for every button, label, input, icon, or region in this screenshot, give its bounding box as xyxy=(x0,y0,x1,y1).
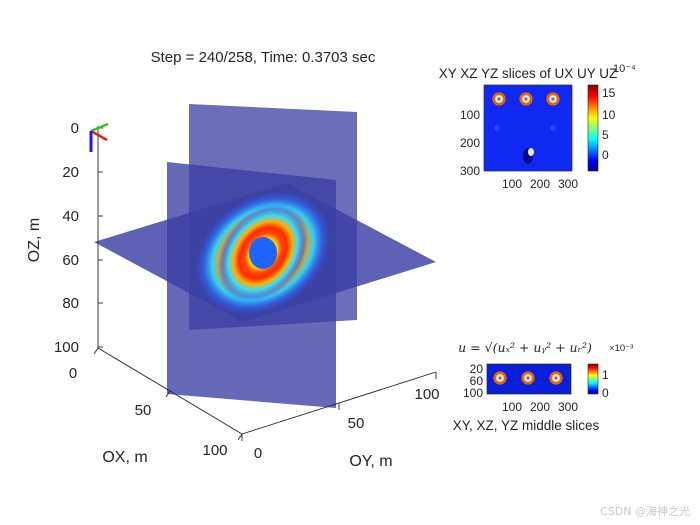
bottom-right-x-tick: 200 xyxy=(530,400,550,414)
x-tick-label: 100 xyxy=(202,442,227,459)
bottom-right-panel: u = √(uₓ² + uᵧ² + uᵣ²) ×10⁻³ 20 60 100 1… xyxy=(453,340,634,433)
orientation-triad xyxy=(89,122,109,152)
hotspot xyxy=(519,92,533,106)
bottom-right-exponent: ×10⁻³ xyxy=(609,343,633,354)
z-tick-label: 60 xyxy=(62,252,79,269)
top-right-x-tick: 300 xyxy=(558,177,578,191)
y-tick-labels: 0 50 100 xyxy=(254,386,440,462)
bottom-right-y-tick: 100 xyxy=(463,386,483,400)
y-tick-label: 50 xyxy=(348,415,365,432)
z-tick-label: 40 xyxy=(62,208,79,225)
top-right-colorbar-exponent: 10⁻⁴ xyxy=(613,63,636,75)
z-tick-label: 0 xyxy=(71,120,79,137)
watermark: CSDN @海神之光 xyxy=(600,504,690,518)
top-right-colorbar xyxy=(587,84,599,172)
hotspot xyxy=(546,92,560,106)
x-axis-label: OX, m xyxy=(102,449,147,466)
x-tick-label: 50 xyxy=(135,402,152,419)
main-title: Step = 240/258, Time: 0.3703 sec xyxy=(151,49,376,66)
bottom-right-x-tick: 100 xyxy=(502,400,522,414)
top-right-colorbar-tick: 10 xyxy=(602,108,616,122)
z-tick-label: 80 xyxy=(62,295,79,312)
bottom-right-colorbar-tick: 1 xyxy=(602,368,609,382)
top-right-y-tick: 300 xyxy=(460,164,480,178)
y-tick-label: 0 xyxy=(254,445,262,462)
hotspot xyxy=(549,371,563,385)
hotspot xyxy=(493,371,507,385)
axes-3d xyxy=(93,126,437,441)
hotspot xyxy=(521,371,535,385)
top-right-title: XY XZ YZ slices of UX UY UZ xyxy=(439,66,618,81)
y-tick-label: 100 xyxy=(414,386,439,403)
bottom-right-y-tick: 60 xyxy=(470,374,484,388)
bottom-right-colorbar xyxy=(587,363,599,395)
slice-planes xyxy=(94,104,436,408)
z-axis-label: OZ, m xyxy=(26,218,43,262)
bottom-right-colorbar-tick: 0 xyxy=(602,386,609,400)
top-right-colorbar-tick: 15 xyxy=(602,86,616,100)
z-tick-label: 20 xyxy=(62,164,79,181)
top-right-x-tick: 200 xyxy=(530,177,550,191)
top-right-panel: XY XZ YZ slices of UX UY UZ 100 200 300 … xyxy=(439,63,636,191)
top-right-x-tick: 100 xyxy=(502,177,522,191)
bottom-right-xlabel: XY, XZ, YZ middle slices xyxy=(453,418,600,433)
top-right-y-tick: 200 xyxy=(460,136,480,150)
y-axis-label: OY, m xyxy=(349,453,392,470)
x-tick-label: 0 xyxy=(69,365,77,382)
top-right-y-tick: 100 xyxy=(460,108,480,122)
wave-field-core xyxy=(249,237,277,269)
z-tick-label: 100 xyxy=(54,339,79,356)
bottom-right-y-tick: 20 xyxy=(470,362,484,376)
top-right-colorbar-tick: 0 xyxy=(602,148,609,162)
x-tick-labels: 0 50 100 xyxy=(69,365,228,459)
top-right-colorbar-tick: 5 xyxy=(602,128,609,142)
z-tick-labels: 0 20 40 60 80 100 xyxy=(54,120,79,356)
bottom-right-x-tick: 300 xyxy=(558,400,578,414)
bottom-right-formula: u = √(uₓ² + uᵧ² + uᵣ²) xyxy=(458,340,592,355)
hotspot xyxy=(492,92,506,106)
